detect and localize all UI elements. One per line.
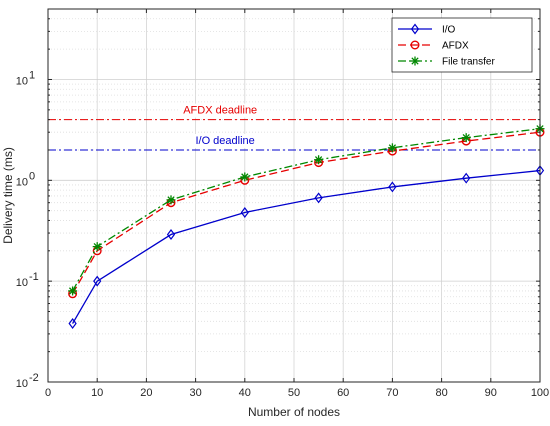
series-line <box>72 169 541 324</box>
x-tick-label: 100 <box>531 387 549 399</box>
reference-line-label: I/O deadline <box>195 135 254 147</box>
x-tick-label: 70 <box>386 387 398 399</box>
y-tick-label-base: 10 <box>16 378 28 390</box>
reference-line-label: AFDX deadline <box>183 105 257 117</box>
y-tick-label-base: 10 <box>16 277 28 289</box>
reference-label-background <box>191 133 259 148</box>
legend-item: I/O <box>398 23 456 36</box>
x-tick-label: 60 <box>337 387 349 399</box>
x-tick-label: 0 <box>45 387 51 399</box>
data-point <box>461 133 471 143</box>
data-point <box>314 155 324 165</box>
x-tick-label: 40 <box>239 387 251 399</box>
data-point <box>387 143 397 153</box>
x-tick-label: 80 <box>435 387 447 399</box>
y-tick-label: 10 -1 <box>16 271 39 289</box>
data-point <box>92 242 102 252</box>
data-point <box>68 318 77 330</box>
data-point <box>388 181 397 193</box>
reference-lines: AFDX deadline I/O deadline <box>48 103 540 151</box>
data-point <box>166 195 176 205</box>
y-tick-label-base: 10 <box>16 176 28 188</box>
data-point <box>410 23 420 35</box>
data-point <box>314 192 323 204</box>
y-tick-label-exponent: -2 <box>29 372 39 384</box>
x-tick-label: 20 <box>140 387 152 399</box>
legend-label: File transfer <box>442 57 495 68</box>
legend-label: AFDX <box>442 41 469 52</box>
series-i-o <box>68 165 545 330</box>
x-axis-label: Number of nodes <box>248 405 340 419</box>
x-tick-label: 90 <box>485 387 497 399</box>
data-point <box>462 172 471 184</box>
series-line <box>72 128 541 292</box>
legend-item: AFDX <box>398 41 469 52</box>
data-point <box>410 40 420 50</box>
y-tick-label-exponent: -1 <box>29 271 39 283</box>
y-tick-label: 10 -2 <box>16 372 39 390</box>
x-tick-label: 10 <box>91 387 103 399</box>
x-tick-label: 50 <box>288 387 300 399</box>
data-point <box>410 56 420 66</box>
series-line <box>72 131 541 295</box>
reference-label-background <box>179 103 262 118</box>
y-axis-label: Delivery time (ms) <box>1 147 15 244</box>
data-point <box>68 286 78 296</box>
y-tick-label: 10 1 <box>16 69 35 87</box>
legend-label: I/O <box>442 25 456 36</box>
x-tick-label: 30 <box>189 387 201 399</box>
y-tick-label-exponent: 1 <box>29 69 35 81</box>
data-point <box>240 206 249 218</box>
legend: I/O AFDX File transfer <box>391 17 533 73</box>
data-point <box>166 229 176 241</box>
data-point <box>240 172 250 182</box>
data-point <box>93 275 102 287</box>
legend-item: File transfer <box>398 56 495 68</box>
y-tick-label: 10 0 <box>16 170 35 188</box>
y-tick-label-base: 10 <box>16 75 28 87</box>
y-tick-label-exponent: 0 <box>29 170 35 182</box>
